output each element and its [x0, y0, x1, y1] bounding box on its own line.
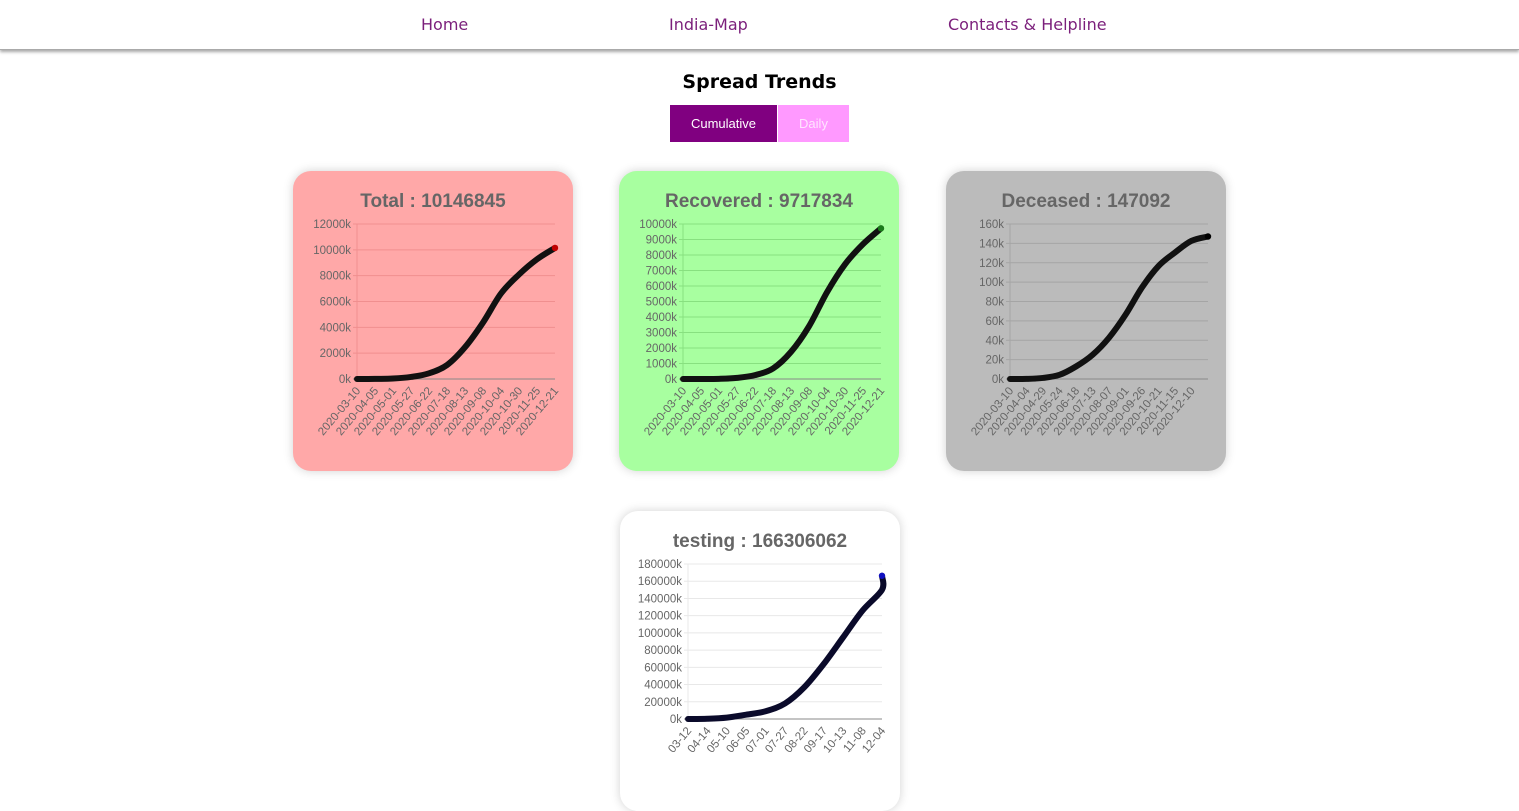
svg-text:180000k: 180000k	[638, 559, 682, 571]
svg-text:140k: 140k	[979, 238, 1004, 250]
svg-text:10000k: 10000k	[313, 245, 351, 257]
svg-text:100000k: 100000k	[638, 628, 682, 640]
svg-text:2000k: 2000k	[646, 343, 678, 355]
svg-text:6000k: 6000k	[646, 281, 678, 293]
top-navbar: Home India-Map Contacts & Helpline	[0, 0, 1519, 50]
total-cases-line-chart: 0k2000k4000k6000k8000k10000k12000k2020-0…	[313, 219, 561, 438]
svg-text:60000k: 60000k	[644, 662, 682, 674]
recovered-line-chart: 0k 1000k 2000k 3000k 4000k 5000k 6000k 7000k 800…	[639, 219, 887, 438]
svg-text:20k: 20k	[985, 355, 1004, 367]
svg-text:9000k: 9000k	[646, 235, 678, 247]
daily-toggle-button[interactable]: Daily	[778, 105, 849, 142]
svg-text:10000k: 10000k	[639, 219, 677, 231]
svg-text:20000k: 20000k	[644, 697, 682, 709]
svg-text:40k: 40k	[985, 335, 1004, 347]
svg-text:1000k: 1000k	[646, 359, 678, 371]
svg-text:0k: 0k	[992, 374, 1004, 386]
svg-text:8000k: 8000k	[320, 271, 352, 283]
svg-text:12000k: 12000k	[313, 219, 351, 231]
card-title: Recovered : 9717834	[664, 191, 853, 212]
svg-text:100k: 100k	[979, 277, 1004, 289]
svg-text:120k: 120k	[979, 258, 1004, 270]
recovered-card: Recovered : 9717834 0k 1000k 2000k 3000k 400…	[619, 171, 899, 471]
svg-text:0k: 0k	[339, 374, 351, 386]
svg-text:140000k: 140000k	[638, 593, 682, 605]
nav-link-contacts-helpline[interactable]: Contacts & Helpline	[948, 15, 1107, 34]
testing-line-chart: 0k 20000k 40000k 60000k 80000k 100000k 120000k…	[638, 559, 889, 755]
svg-text:80k: 80k	[985, 297, 1004, 309]
svg-text:7000k: 7000k	[646, 266, 678, 278]
cumulative-toggle-button[interactable]: Cumulative	[670, 105, 777, 142]
svg-text:0k: 0k	[665, 374, 677, 386]
svg-text:4000k: 4000k	[646, 312, 678, 324]
svg-text:80000k: 80000k	[644, 645, 682, 657]
svg-text:4000k: 4000k	[320, 322, 352, 334]
card-title: Total : 10146845	[360, 191, 506, 212]
svg-text:8000k: 8000k	[646, 250, 678, 262]
svg-text:2000k: 2000k	[320, 348, 352, 360]
deceased-line-chart: 0k20k40k60k80k100k120k140k160k2020-03-10…	[969, 219, 1212, 438]
svg-text:160000k: 160000k	[638, 576, 682, 588]
svg-text:160k: 160k	[979, 219, 1004, 231]
testing-card: testing : 166306062 0k 20000k 40000k 60000k…	[620, 511, 900, 811]
svg-text:120000k: 120000k	[638, 611, 682, 623]
card-title: Deceased : 147092	[1001, 191, 1171, 212]
nav-link-india-map[interactable]: India-Map	[669, 15, 748, 34]
deceased-card: Deceased : 147092 0k 20k 40k 60k 80k 100k 120k…	[946, 171, 1226, 471]
svg-text:40000k: 40000k	[644, 680, 682, 692]
svg-text:0k: 0k	[670, 714, 682, 726]
nav-link-home[interactable]: Home	[421, 15, 469, 34]
svg-text:6000k: 6000k	[320, 297, 352, 309]
card-title: testing : 166306062	[672, 531, 848, 552]
page-title: Spread Trends	[682, 71, 837, 93]
svg-text:3000k: 3000k	[646, 328, 678, 340]
svg-text:60k: 60k	[985, 316, 1004, 328]
total-cases-card: Total : 10146845 0k 2000k 4000k 6000k 8000k 1…	[293, 171, 573, 471]
svg-text:5000k: 5000k	[646, 297, 678, 309]
